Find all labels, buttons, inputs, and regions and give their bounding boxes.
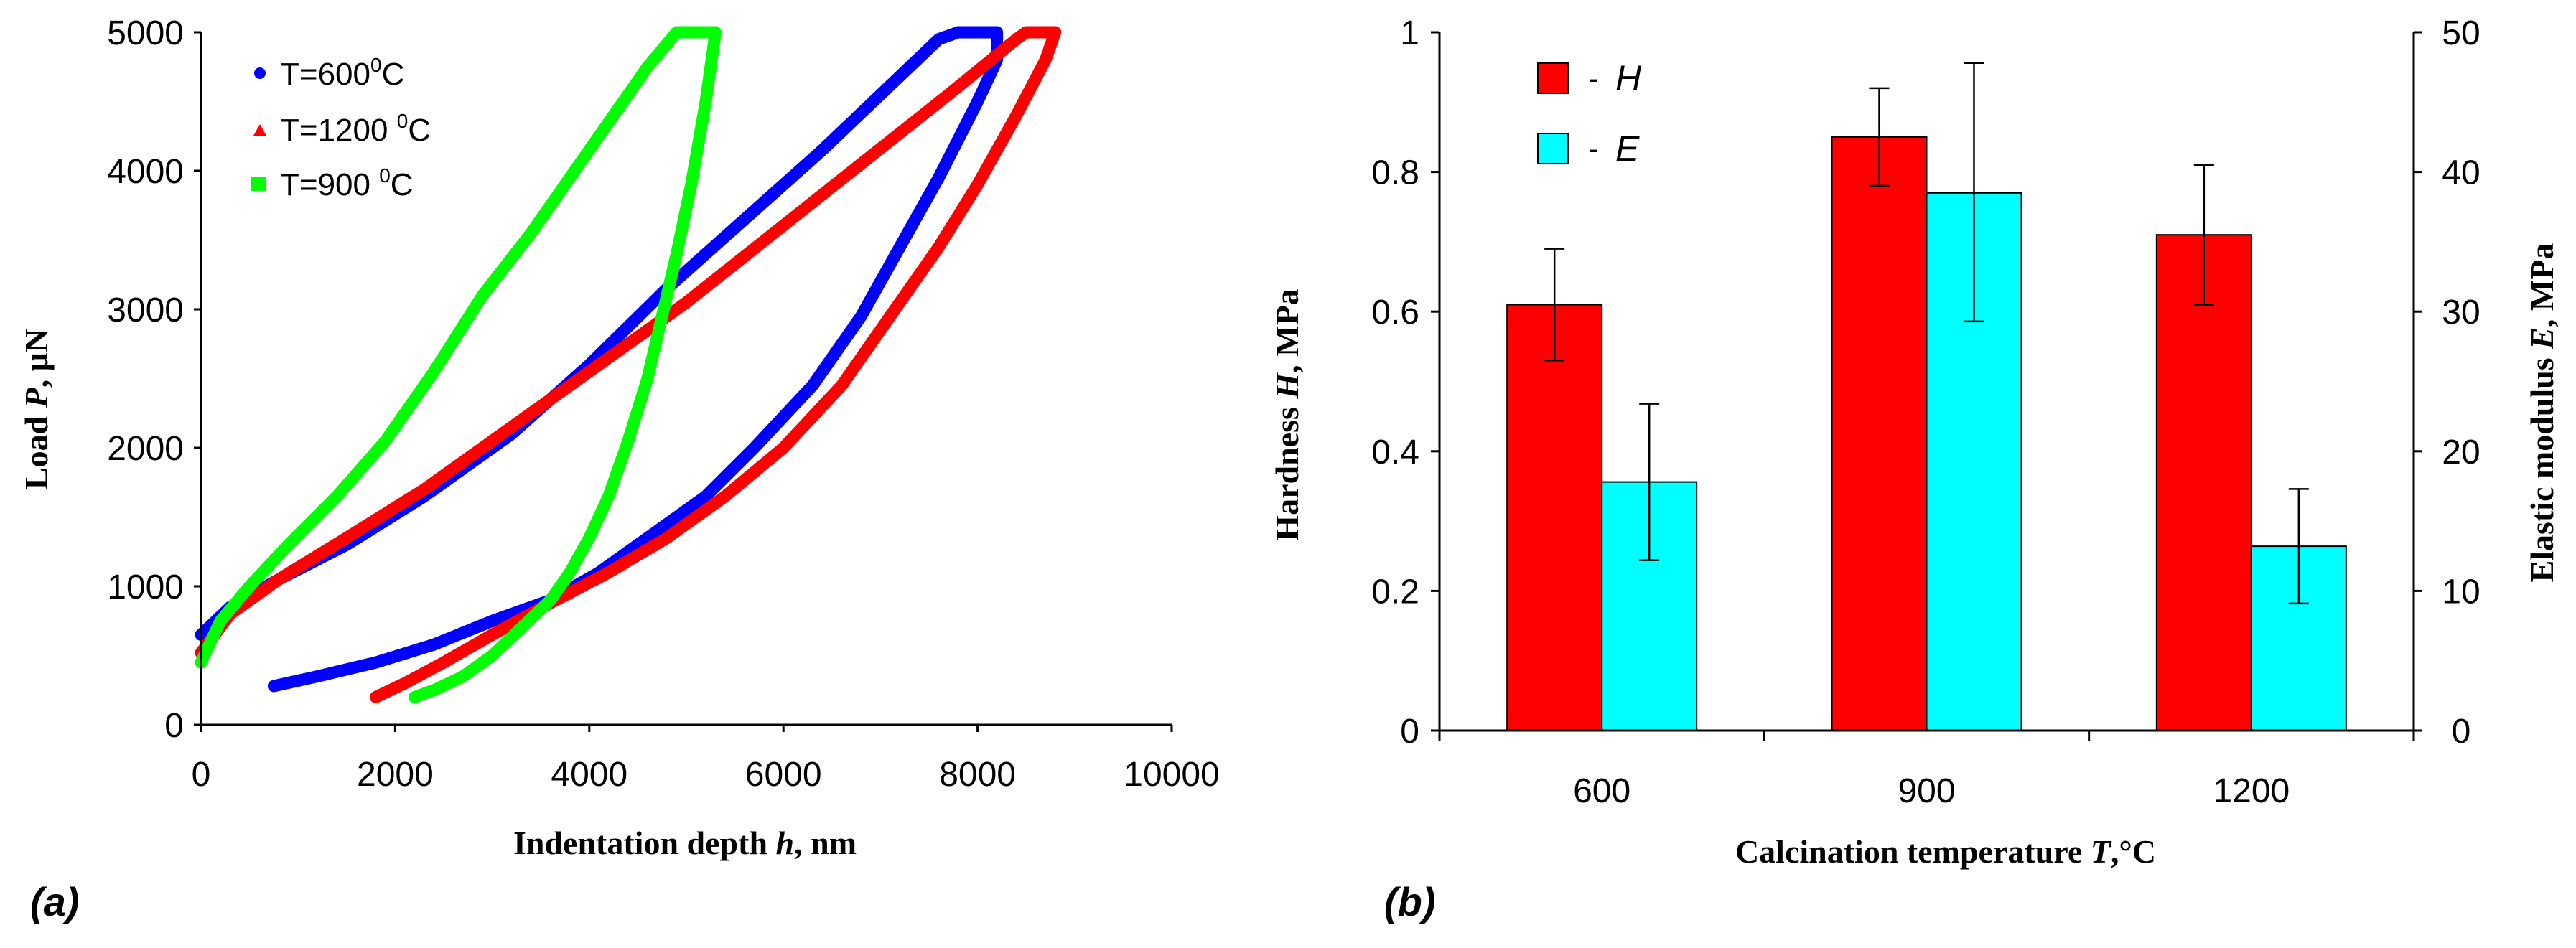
legend-entry-900: T=900 0C: [251, 164, 414, 202]
panel-b-left-tick-label: 1: [1400, 14, 1419, 52]
panel-a-axes: 0 1000 2000 3000 4000 5000 0 2000 4000 6000 8000 10…: [107, 14, 1220, 794]
panel-b-x-tick-label: 900: [1898, 772, 1955, 810]
panel-a-load-depth-chart: 0 1000 2000 3000 4000 5000 0 2000 4000 6000 8000 10…: [18, 14, 1220, 924]
legend-swatch-modulus: [1537, 133, 1569, 164]
series-line-1: [195, 26, 1062, 703]
legend-dash-hardness: -: [1588, 61, 1599, 96]
panel-b-label: (b): [1384, 879, 1436, 924]
panel-a-y-tick-label: 5000: [107, 14, 184, 52]
panel-b-right-tick-label: 0: [2452, 713, 2471, 751]
legend-label-1200: T=1200 0C: [280, 110, 431, 148]
panel-a-x-tick-label: 10000: [1124, 756, 1219, 794]
panel-b-right-tick-label: 30: [2442, 294, 2480, 332]
panel-b-left-tick-label: 0.6: [1371, 294, 1419, 332]
bar-H-1200: [2155, 234, 2252, 732]
panel-b-left-tick-label: 0.4: [1371, 433, 1419, 471]
panel-b-x-tick-label: 600: [1573, 772, 1630, 810]
panel-a-y-tick-label: 2000: [107, 430, 184, 468]
legend-entry-hardness: - H: [1537, 58, 1642, 98]
panel-b-legend: - H - E: [1537, 58, 1642, 169]
panel-a-y-tick-label: 4000: [107, 153, 184, 191]
legend-entry-1200: T=1200 0C: [253, 110, 431, 148]
legend-marker-square: [251, 177, 266, 191]
legend-dash-modulus: -: [1588, 131, 1599, 166]
legend-marker-triangle: [253, 124, 266, 136]
panel-b-left-axis-title: Hardness H, MPa: [1269, 288, 1305, 540]
legend-swatch-hardness: [1537, 62, 1569, 94]
series-line-2: [195, 26, 722, 703]
panel-b-left-tick-label: 0.2: [1371, 573, 1419, 611]
panel-a-x-tick-label: 8000: [939, 756, 1016, 794]
bar-H-600: [1506, 304, 1603, 732]
panel-b-right-tick-label: 20: [2442, 433, 2480, 471]
panel-a-x-tick-label: 6000: [745, 756, 822, 794]
bar-H-900: [1831, 136, 1928, 731]
legend-entry-600: T=6000C: [254, 54, 404, 92]
panel-a-y-tick-label: 3000: [107, 291, 184, 329]
panel-a-y-tick-label: 0: [164, 707, 184, 745]
panel-b-right-tick-label: 40: [2442, 154, 2480, 192]
panel-a-label: (a): [30, 879, 79, 924]
panel-a-x-axis-title: Indentation depth h, nm: [513, 825, 857, 861]
legend-label-900: T=900 0C: [280, 164, 414, 202]
panel-a-series-layer: [195, 26, 1062, 703]
panel-b-right-tick-label: 50: [2442, 14, 2480, 52]
panel-b-right-tick-label: 10: [2442, 573, 2480, 611]
panel-a-y-tick-label: 1000: [107, 568, 184, 606]
panel-a-x-tick-label: 4000: [551, 756, 627, 794]
legend-label-hardness: H: [1615, 58, 1642, 98]
panel-a-y-axis-title: Load P, μN: [18, 329, 55, 489]
legend-entry-modulus: - E: [1537, 128, 1640, 169]
panel-a-x-tick-label: 2000: [357, 756, 434, 794]
panel-b-x-tick-label: 1200: [2213, 772, 2290, 810]
panel-b-left-tick-label: 0: [1400, 713, 1419, 751]
legend-label-modulus: E: [1615, 128, 1640, 169]
panel-b-bars-layer: [1506, 62, 2347, 732]
panel-b-left-tick-label: 0.8: [1371, 154, 1419, 192]
legend-label-600: T=6000C: [280, 54, 404, 92]
panel-b-right-axis-title: Elastic modulus E, MPa: [2524, 243, 2560, 583]
legend-marker-circle: [254, 67, 266, 79]
panel-a-x-tick-label: 0: [192, 756, 211, 794]
panel-b-x-axis-title: Calcination temperature T,°C: [1735, 833, 2156, 870]
panel-a-legend: T=6000C T=1200 0C T=900 0C: [251, 54, 431, 202]
